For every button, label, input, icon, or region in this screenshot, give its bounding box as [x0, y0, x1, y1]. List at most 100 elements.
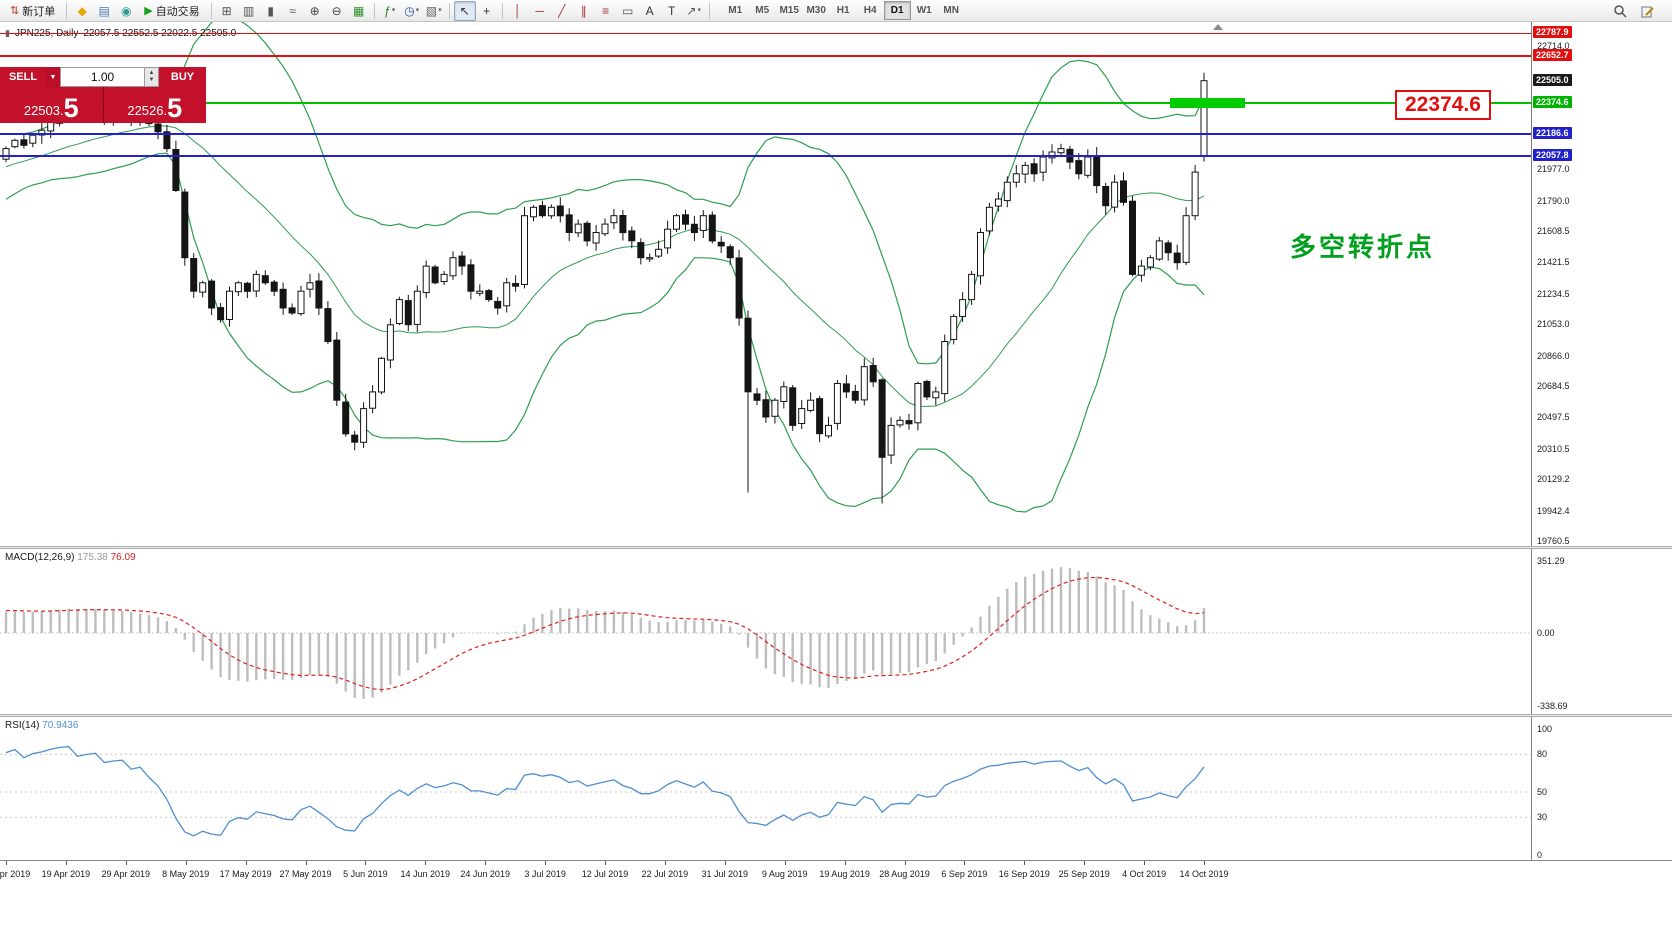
price-divider	[102, 87, 104, 123]
text-icon[interactable]: A	[645, 3, 654, 18]
fibonacci-icon[interactable]: ≡	[602, 3, 610, 18]
date-axis[interactable]: 10 Apr 2019 19 Apr 2019 29 Apr 2019 8 May 2…	[0, 860, 1672, 887]
chart-shift-marker[interactable]	[1213, 24, 1223, 30]
date-label: 17 May 2019	[219, 869, 272, 879]
price-line-label: 22186.6	[1533, 127, 1572, 140]
shapes-icon[interactable]: ▭	[622, 3, 634, 18]
periods-icon[interactable]: ◷ ▾	[404, 3, 420, 18]
symbol-name: JPN225, Daily	[14, 28, 79, 39]
zoom-out-icon[interactable]: ⊖	[331, 3, 342, 18]
buy-price[interactable]: 22526. 5	[104, 87, 207, 123]
search-icon[interactable]	[1609, 1, 1631, 21]
timeframe-m5[interactable]: M5	[755, 5, 770, 16]
date-label: 8 May 2019	[162, 869, 210, 879]
sell-price[interactable]: 22503. 5	[0, 87, 103, 123]
cursor-icon[interactable]: ↖	[453, 0, 476, 21]
timeframe-w1[interactable]: W1	[916, 5, 932, 16]
toolbar-separator	[66, 2, 68, 19]
price-tick: 20866.0	[1537, 350, 1570, 361]
date-label: 3 Jul 2019	[524, 869, 566, 879]
stepper-up-icon[interactable]: ▲	[148, 69, 155, 76]
arrows-icon[interactable]: ↗ ▾	[686, 3, 701, 18]
price-scale[interactable]: 22714.0 21977.0 21790.0 21608.5 21421.5 21234…	[1531, 22, 1672, 860]
rsi-value: 70.9436	[42, 720, 79, 731]
panel-separator[interactable]	[0, 546, 1672, 549]
volume-stepper[interactable]: ▲ ▼	[145, 67, 159, 87]
rsi-name: RSI(14)	[5, 720, 40, 731]
timeframe-mn[interactable]: MN	[943, 5, 959, 16]
date-label: 31 Jul 2019	[701, 869, 749, 879]
trade-panel-controls: SELL ▼ 1.00 ▲ ▼ BUY	[0, 67, 206, 87]
toolbar-right	[1609, 1, 1669, 21]
autotrade-button[interactable]: ▶ 自动交易	[144, 5, 200, 18]
date-tick	[6, 861, 7, 865]
date-tick	[485, 861, 487, 865]
timeframe-h1[interactable]: H1	[836, 5, 850, 16]
stepper-down-icon[interactable]: ▼	[148, 77, 155, 83]
date-label: 28 Aug 2019	[879, 869, 930, 879]
candlestick-chart-icon[interactable]: ▮	[267, 3, 274, 18]
print-icon[interactable]: ▤	[98, 3, 110, 18]
candlestick-chart	[2, 22, 1208, 513]
zoom-in-icon[interactable]: ⊕	[309, 3, 320, 18]
symbol-title: ▮ JPN225, Daily 22057.5 22552.5 22022.5 …	[5, 28, 236, 39]
bar-chart-icon[interactable]: ▥	[243, 3, 255, 18]
trendline-icon[interactable]: ╱	[558, 3, 566, 18]
edit-icon[interactable]	[1637, 1, 1659, 21]
new-order-button[interactable]: ⇅ 新订单	[10, 5, 56, 18]
metaeditor-icon[interactable]: ◆	[77, 3, 87, 18]
channel-icon[interactable]: ∥	[580, 3, 587, 18]
indicators-icon[interactable]: ƒ ▾	[384, 3, 396, 18]
price-tick: 21790.0	[1537, 195, 1570, 206]
toolbar-separator	[210, 2, 212, 19]
buy-button[interactable]: BUY	[159, 67, 206, 87]
date-label: 29 Apr 2019	[101, 869, 151, 879]
macd-scale-tick: 0.00	[1537, 628, 1555, 638]
date-label: 14 Oct 2019	[1179, 869, 1229, 879]
sell-button[interactable]: SELL	[0, 67, 46, 87]
date-tick	[365, 861, 367, 865]
date-tick	[545, 861, 547, 865]
timeframe-d1[interactable]: D1	[883, 1, 911, 20]
price-tick: 20684.5	[1537, 381, 1570, 392]
date-tick	[425, 861, 427, 865]
main-toolbar: ⇅ 新订单 ◆ ▤ ◉ ▶ 自动交易 ⊞ ▥ ▮ ≈ ⊕ ⊖ ▦ ƒ ▾ ◷ ▾ ▧ ▾ ↖ + │ ─ ╱ ∥ ≡ ▭ A T ↗ ▾ M1…	[0, 0, 1672, 22]
macd-panel[interactable]: MACD(12,26,9) 175.38 76.09	[0, 549, 1531, 714]
symbol-ohlc: 22057.5 22552.5 22022.5 22505.0	[83, 28, 237, 39]
timeframe-m15[interactable]: M15	[779, 5, 799, 16]
macd-label: MACD(12,26,9) 175.38 76.09	[5, 552, 136, 563]
date-tick	[65, 861, 67, 865]
rsi-label: RSI(14) 70.9436	[5, 720, 78, 731]
volume-input[interactable]: 1.00	[60, 67, 145, 87]
date-label: 9 Aug 2019	[761, 869, 808, 879]
crosshair-icon[interactable]: +	[483, 3, 491, 18]
price-tick: 20497.5	[1537, 412, 1570, 423]
date-label: 16 Sep 2019	[998, 869, 1050, 879]
price-tick: 21421.5	[1537, 257, 1570, 268]
new-chart-icon[interactable]: ⊞	[221, 3, 232, 18]
rsi-chart	[0, 745, 1531, 837]
date-label: 5 Jun 2019	[343, 869, 388, 879]
rsi-scale-tick: 30	[1537, 812, 1548, 823]
date-tick	[664, 861, 666, 865]
toolbar-items: ⇅ 新订单 ◆ ▤ ◉ ▶ 自动交易 ⊞ ▥ ▮ ≈ ⊕ ⊖ ▦ ƒ ▾ ◷ ▾ ▧ ▾ ↖ + │ ─ ╱ ∥ ≡ ▭ A T ↗ ▾	[3, 0, 714, 21]
tile-windows-icon[interactable]: ▦	[353, 3, 365, 18]
timeframe-m30[interactable]: M30	[806, 5, 826, 16]
turning-point-annotation[interactable]: 多空转折点	[1290, 232, 1436, 262]
price-tick: 21053.0	[1537, 319, 1570, 330]
templates-icon[interactable]: ▧ ▾	[425, 3, 442, 18]
rsi-scale-tick: 100	[1537, 724, 1553, 734]
line-chart-icon[interactable]: ≈	[289, 3, 296, 18]
price-annotation-label[interactable]: 22374.6	[1395, 89, 1491, 120]
vertical-line-icon[interactable]: │	[513, 3, 522, 18]
horizontal-line-icon[interactable]: ─	[535, 3, 544, 18]
order-options-dropdown[interactable]: ▼	[46, 67, 60, 87]
timeframe-h4[interactable]: H4	[863, 5, 877, 16]
chart-area[interactable]: ▮ JPN225, Daily 22057.5 22552.5 22022.5 …	[0, 22, 1531, 546]
timeframe-m1[interactable]: M1	[728, 5, 743, 16]
rsi-panel[interactable]: RSI(14) 70.9436	[0, 717, 1531, 860]
data-window-icon[interactable]: ◉	[120, 3, 132, 18]
panel-separator[interactable]	[0, 714, 1672, 717]
label-icon[interactable]: T	[668, 3, 676, 18]
date-tick	[125, 861, 127, 865]
